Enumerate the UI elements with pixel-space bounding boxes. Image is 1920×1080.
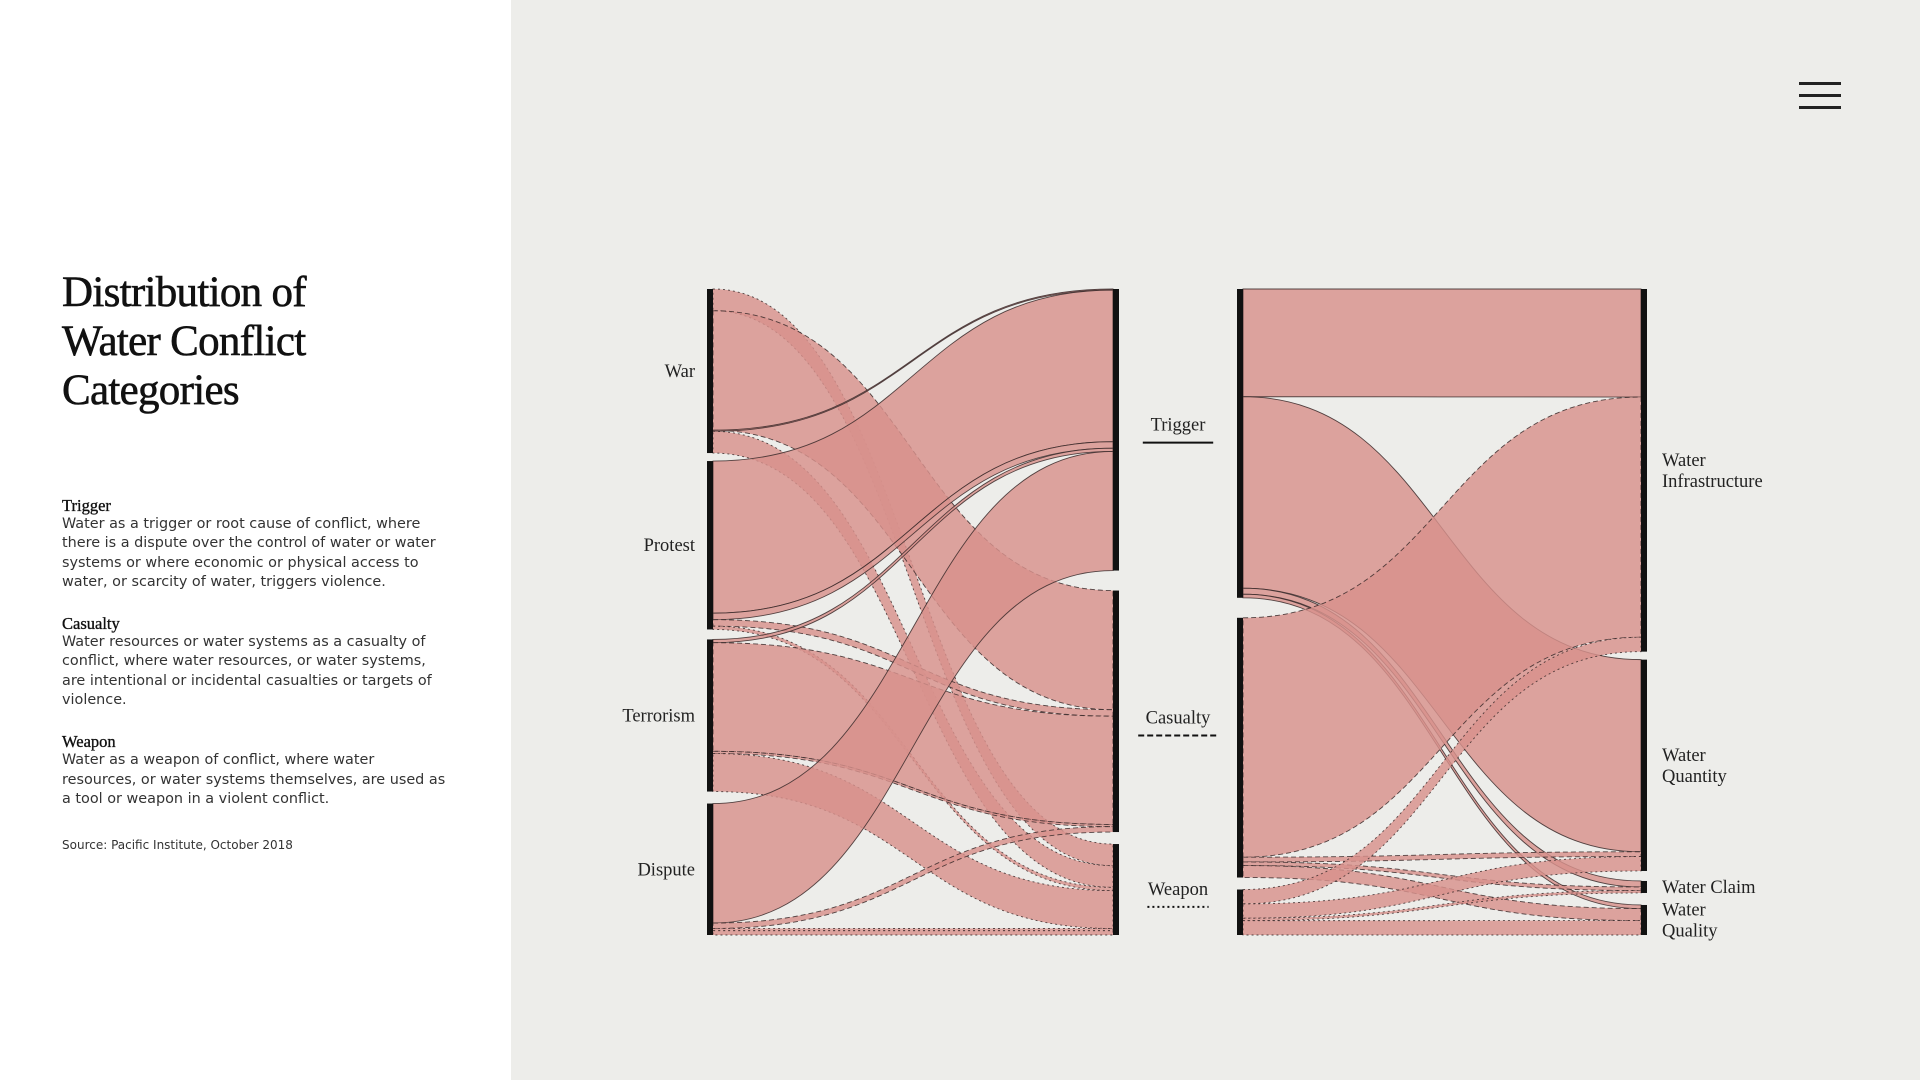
label-line: Water Claim — [1662, 878, 1756, 898]
middle-right-node-weapon — [1237, 889, 1243, 935]
label-protest: Protest — [644, 536, 696, 556]
sankey-nodes — [707, 289, 1647, 935]
flow-link — [712, 826, 1114, 929]
menu-line — [1799, 82, 1841, 85]
label-trigger: Trigger — [1151, 416, 1206, 436]
label-line: Water — [1662, 451, 1706, 471]
label-line: Quality — [1662, 921, 1718, 941]
menu-line — [1799, 106, 1841, 109]
right-node-water-quality — [1641, 904, 1647, 935]
flow-link — [1242, 288, 1642, 398]
flow-link — [1242, 920, 1642, 936]
middle-right-node-trigger — [1237, 289, 1243, 598]
left-node-protest — [707, 461, 713, 630]
definition-term: Weapon — [62, 732, 116, 752]
definitions-list: Trigger Water as a trigger or root cause… — [62, 496, 447, 831]
middle-left-node-casualty — [1113, 590, 1119, 833]
middle-left-node-weapon — [1113, 844, 1119, 935]
label-line: Water — [1662, 746, 1706, 766]
label-terrorism: Terrorism — [622, 706, 695, 726]
right-node-water-claim — [1641, 880, 1647, 893]
flow-link — [1242, 856, 1642, 919]
label-war: War — [665, 362, 695, 382]
label-dispute: Dispute — [637, 860, 695, 880]
label-line: Water — [1662, 900, 1706, 920]
info-panel: Distribution of Water Conflict Categorie… — [0, 0, 511, 1080]
source-note: Source: Pacific Institute, October 2018 — [62, 838, 293, 852]
middle-left-node-trigger — [1113, 289, 1119, 571]
label-water-quantity: Water Quantity — [1662, 746, 1727, 787]
right-node-water-infrastructure — [1641, 289, 1647, 652]
label-line: Quantity — [1662, 767, 1727, 787]
label-water-infrastructure: Water Infrastructure — [1662, 451, 1763, 492]
definition-trigger: Trigger Water as a trigger or root cause… — [62, 496, 447, 592]
definition-text: Water as a trigger or root cause of conf… — [62, 516, 436, 590]
left-node-terrorism — [707, 639, 713, 792]
page-title: Distribution of Water Conflict Categorie… — [62, 269, 307, 415]
definition-term: Trigger — [62, 496, 111, 515]
label-weapon: Weapon — [1148, 880, 1208, 900]
label-water-quality: Water Quality — [1662, 900, 1718, 941]
flow-link — [1242, 890, 1642, 922]
label-casualty: Casualty — [1146, 708, 1211, 728]
flow-link — [712, 930, 1114, 936]
definition-text: Water resources or water systems as a ca… — [62, 634, 432, 709]
left-node-dispute — [707, 803, 713, 935]
left-node-war — [707, 289, 713, 454]
sankey-diagram: War Protest Terrorism Dispute Trigger Casualt… — [622, 288, 1763, 941]
hamburger-menu-icon[interactable] — [1797, 80, 1843, 112]
menu-line — [1799, 94, 1841, 97]
flow-links — [712, 288, 1642, 936]
definition-text: Water as a weapon of conflict, where wat… — [62, 752, 446, 807]
sankey-labels: War Protest Terrorism Dispute Trigger Casualt… — [622, 362, 1762, 941]
label-line: Infrastructure — [1662, 472, 1763, 492]
label-water-claim: Water Claim — [1662, 878, 1756, 898]
middle-right-node-casualty — [1237, 617, 1243, 878]
definition-casualty: Casualty Water resources or water system… — [62, 614, 447, 710]
right-node-water-quantity — [1641, 659, 1647, 871]
definition-weapon: Weapon Water as a weapon of conflict, wh… — [62, 732, 447, 809]
definition-term: Casualty — [62, 614, 120, 634]
